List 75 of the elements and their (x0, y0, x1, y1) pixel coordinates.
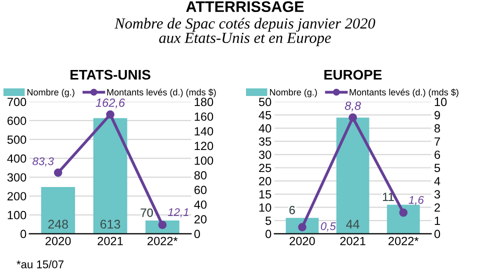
x-tick-label: 2022* (148, 236, 178, 246)
data-label: 6 (289, 206, 295, 214)
y-tick-label: 700 (8, 98, 26, 106)
y2-tick-label: 3 (434, 190, 440, 199)
legend-label: Montants levés (d.) (mds $) (107, 88, 216, 98)
bar (93, 118, 128, 234)
data-label: 162,6 (96, 98, 126, 108)
y2-tick-label: 9 (434, 110, 440, 120)
y2-tick-label: 100 (194, 156, 214, 165)
y2-tick-label: 60 (194, 186, 207, 194)
y-tick-label: 50 (258, 98, 272, 106)
y-tick-label: 10 (259, 203, 272, 212)
y2-tick-label: 2 (434, 203, 440, 212)
y-tick-label: 20 (259, 176, 272, 186)
y2-tick-label: 80 (194, 171, 207, 180)
x-tick-label: 2022* (388, 236, 419, 246)
y-tick-label: 400 (7, 154, 26, 163)
data-label: 8,8 (344, 102, 361, 112)
y2-tick-label: 160 (194, 112, 214, 121)
data-label: 44 (346, 220, 360, 229)
y2-tick-label: 4 (434, 177, 440, 186)
x-tick-label: 2021 (340, 236, 366, 246)
y-tick-label: 0 (266, 230, 272, 238)
y-tick-label: 100 (8, 210, 26, 220)
y2-tick-label: 10 (434, 98, 447, 106)
data-label: 613 (100, 220, 120, 229)
point (348, 113, 357, 122)
y2-tick-label: 7 (434, 138, 440, 146)
chart-title: EUROPE (324, 70, 382, 80)
y-tick-label: 300 (7, 173, 26, 182)
y-tick-label: 600 (8, 116, 26, 125)
y2-tick-label: 0 (194, 230, 200, 238)
y2-tick-label: 120 (194, 142, 214, 150)
x-tick-label: 2020 (46, 236, 71, 246)
y-tick-label: 5 (266, 216, 272, 225)
y2-tick-label: 20 (194, 215, 207, 224)
chart-title: ETATS-UNIS (70, 70, 150, 80)
bar (386, 204, 420, 234)
x-tick-label: 2021 (98, 236, 123, 246)
legend-label: Nombre (g.) (27, 88, 74, 98)
text: *au 15/07 (16, 260, 64, 268)
y-tick-label: 45 (258, 111, 272, 120)
y-tick-label: 30 (258, 150, 272, 159)
y2-tick-label: 1 (434, 216, 440, 225)
data-label: 70 (140, 208, 153, 217)
data-label: 11 (382, 192, 394, 201)
point (399, 208, 408, 217)
point (106, 110, 114, 119)
y-tick-label: 25 (259, 164, 272, 172)
data-label: 0,5 (320, 222, 336, 232)
y2-tick-label: 40 (194, 200, 207, 209)
text: ATTERRISSAGE (186, 1, 304, 12)
y2-tick-label: 5 (434, 164, 440, 172)
data-label: 83,3 (32, 157, 54, 166)
bar (336, 118, 370, 234)
legend-label: Montants levés (d.) (mds $) (350, 88, 458, 98)
y-tick-label: 35 (258, 137, 272, 146)
y-tick-label: 0 (20, 230, 26, 238)
text: Nombre de Spac cotés depuis janvier 2020 aux Etats-Unis et en Europe (114, 18, 376, 46)
y-tick-label: 500 (7, 136, 26, 144)
y2-tick-label: 6 (434, 150, 440, 159)
x-tick-label: 2020 (290, 236, 315, 246)
y-tick-label: 200 (8, 192, 26, 200)
y2-tick-label: 140 (194, 127, 214, 136)
y-tick-label: 40 (258, 124, 272, 133)
data-label: 1,6 (408, 196, 424, 206)
y2-tick-label: 0 (434, 230, 440, 238)
data-label: 12,1 (168, 208, 188, 218)
point (54, 168, 62, 177)
y-tick-label: 15 (259, 190, 272, 199)
bar (41, 186, 76, 234)
y2-tick-label: 8 (434, 124, 440, 133)
legend-label: Nombre (g.) (270, 88, 317, 98)
y2-tick-label: 180 (194, 98, 214, 106)
data-label: 248 (48, 220, 68, 229)
